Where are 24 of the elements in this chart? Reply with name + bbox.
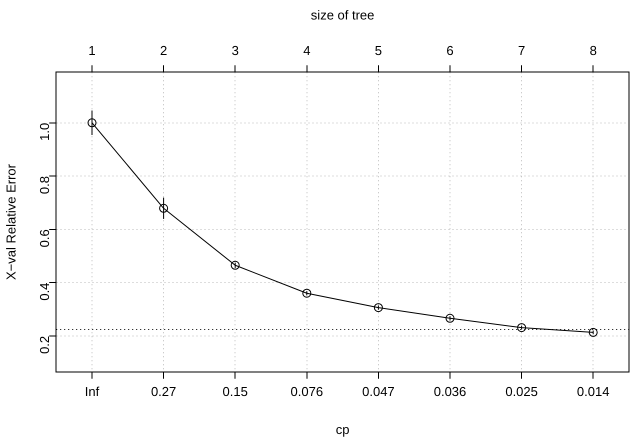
x-tick-label: 0.15: [222, 384, 248, 400]
y-tick-label: 0.6: [36, 229, 52, 248]
x-tick-label: 0.014: [576, 384, 610, 400]
x-axis-title: cp: [336, 422, 350, 437]
x2-axis-title: size of tree: [310, 7, 374, 22]
x2-tick-label: 6: [446, 42, 454, 58]
x-tick-label: 0.27: [150, 384, 176, 400]
x-tick-label: 0.025: [505, 384, 538, 400]
x2-tick-label: 4: [303, 42, 310, 58]
y-tick-label: 0.8: [36, 176, 52, 194]
x2-tick-label: 8: [590, 42, 597, 58]
y-tick-label: 0.4: [36, 282, 52, 301]
x2-tick-label: 1: [88, 42, 96, 58]
y-tick-label: 0.2: [36, 336, 52, 354]
x-tick-label: 0.036: [434, 384, 466, 400]
x-tick-label: Inf: [84, 384, 100, 400]
x2-tick-label: 3: [232, 42, 239, 58]
x2-tick-label: 7: [518, 42, 526, 58]
x-tick-label: 0.076: [290, 384, 324, 400]
x2-tick-label: 2: [160, 42, 168, 58]
x-tick-label: 0.047: [362, 384, 395, 400]
x2-tick-label: 5: [374, 42, 382, 58]
y-tick-label: 1.0: [36, 122, 52, 141]
y-axis-title: X−val Relative Error: [3, 163, 18, 280]
